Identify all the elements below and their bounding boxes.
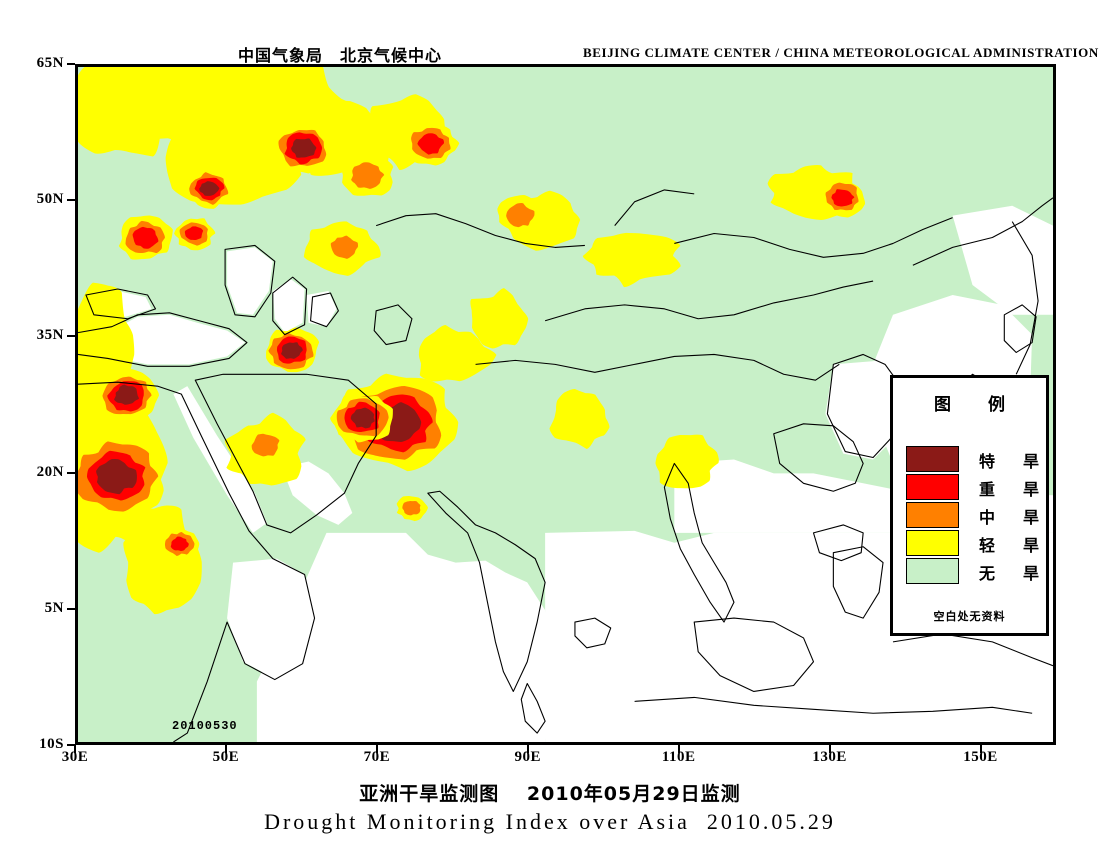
drought-contour bbox=[582, 232, 681, 288]
lat-tick-mark bbox=[67, 471, 75, 474]
lon-tick-label: 50E bbox=[212, 749, 240, 765]
drought-contour bbox=[831, 189, 855, 207]
drought-contour bbox=[251, 433, 280, 457]
lon-tick-label: 90E bbox=[514, 749, 542, 765]
drought-contour bbox=[330, 235, 359, 259]
drought-contour bbox=[506, 203, 535, 228]
drought-region bbox=[402, 121, 460, 166]
drought-contour bbox=[96, 459, 137, 495]
drought-region bbox=[396, 495, 428, 522]
drought-region bbox=[319, 226, 367, 266]
lat-tick-label: 35N bbox=[36, 327, 64, 344]
legend-note: 空白处无资料 bbox=[933, 610, 1006, 623]
lon-tick-mark bbox=[828, 745, 831, 753]
lon-tick-mark bbox=[74, 745, 76, 753]
legend-item: 中 旱 bbox=[906, 502, 1040, 528]
lon-tick-label: 30E bbox=[61, 749, 89, 765]
drought-contour bbox=[291, 138, 317, 158]
lon-tick-mark bbox=[677, 745, 680, 753]
drought-contour bbox=[402, 500, 421, 516]
lon-tick-label: 70E bbox=[363, 749, 391, 765]
legend-label: 无 旱 bbox=[979, 564, 1046, 583]
lon-tick-label: 150E bbox=[963, 749, 998, 765]
drought-contour bbox=[662, 439, 709, 476]
lat-tick-label: 65N bbox=[36, 55, 64, 71]
lat-tick-label: 5N bbox=[44, 599, 64, 616]
drought-contour bbox=[184, 226, 204, 241]
lat-tick-mark bbox=[67, 335, 75, 338]
header-org-english: BEIJING CLIMATE CENTER / CHINA METEOROLO… bbox=[583, 45, 1099, 60]
lon-tick-label: 130E bbox=[812, 749, 847, 765]
lat-tick-mark bbox=[67, 607, 75, 610]
lat-tick-mark bbox=[67, 63, 75, 65]
drought-region bbox=[817, 178, 866, 218]
drought-region bbox=[118, 215, 173, 260]
lat-tick-label: 50N bbox=[36, 191, 64, 208]
drought-region bbox=[270, 126, 333, 174]
footer-title-english: Drought Monitoring Index over Asia 2010.… bbox=[264, 809, 836, 834]
drought-contour bbox=[470, 288, 529, 349]
legend-label: 特 旱 bbox=[979, 452, 1046, 471]
lon-tick-mark bbox=[375, 745, 378, 753]
lat-tick-mark bbox=[67, 744, 75, 746]
legend-swatch bbox=[906, 502, 959, 528]
lat-tick-label: 10S bbox=[39, 736, 64, 752]
drought-contour bbox=[281, 342, 303, 359]
legend-label: 重 旱 bbox=[979, 480, 1046, 499]
legend-swatch bbox=[906, 446, 959, 472]
legend-item: 轻 旱 bbox=[906, 530, 1040, 556]
legend-label: 中 旱 bbox=[979, 508, 1046, 527]
legend-item: 无 旱 bbox=[906, 558, 1040, 584]
drought-contour bbox=[418, 325, 497, 382]
drought-contour bbox=[549, 389, 610, 450]
drought-region bbox=[78, 435, 164, 517]
lon-tick-mark bbox=[526, 745, 529, 753]
footer-title-chinese: 亚洲干旱监测图 2010年05月29日监测 bbox=[359, 783, 741, 805]
drought-region bbox=[497, 195, 545, 236]
drought-region bbox=[266, 327, 320, 373]
drought-contour bbox=[170, 536, 189, 551]
drought-contour bbox=[199, 181, 220, 196]
legend-item: 重 旱 bbox=[906, 474, 1040, 500]
legend-swatch bbox=[906, 474, 959, 500]
lat-tick-mark bbox=[67, 199, 75, 202]
legend-item: 特 旱 bbox=[906, 446, 1040, 472]
drought-contour bbox=[350, 407, 375, 429]
generation-stamp: 20100530 bbox=[172, 719, 238, 733]
drought-contour bbox=[351, 162, 385, 189]
legend-title: 图 例 bbox=[934, 395, 1015, 415]
drought-contour bbox=[417, 133, 445, 155]
drought-region bbox=[241, 426, 290, 464]
drought-region bbox=[93, 369, 160, 423]
drought-contour bbox=[78, 67, 175, 157]
lon-tick-mark bbox=[979, 745, 982, 753]
drought-region bbox=[662, 439, 709, 476]
drought-region bbox=[341, 152, 394, 196]
legend-swatch bbox=[906, 558, 959, 584]
drought-region bbox=[185, 169, 232, 209]
drought-region bbox=[159, 526, 200, 561]
drought-region bbox=[174, 218, 216, 251]
legend-box: 图 例 特 旱重 旱中 旱轻 旱无 旱 空白处无资料 bbox=[890, 375, 1049, 636]
legend-label: 轻 旱 bbox=[979, 536, 1046, 555]
lat-tick-label: 20N bbox=[36, 463, 64, 480]
drought-contour bbox=[114, 384, 139, 405]
drought-contour bbox=[132, 226, 159, 249]
lon-tick-mark bbox=[224, 745, 227, 753]
header-org-chinese: 中国气象局 北京气候中心 bbox=[238, 46, 443, 65]
legend-swatch bbox=[906, 530, 959, 556]
lon-tick-label: 110E bbox=[661, 749, 696, 765]
